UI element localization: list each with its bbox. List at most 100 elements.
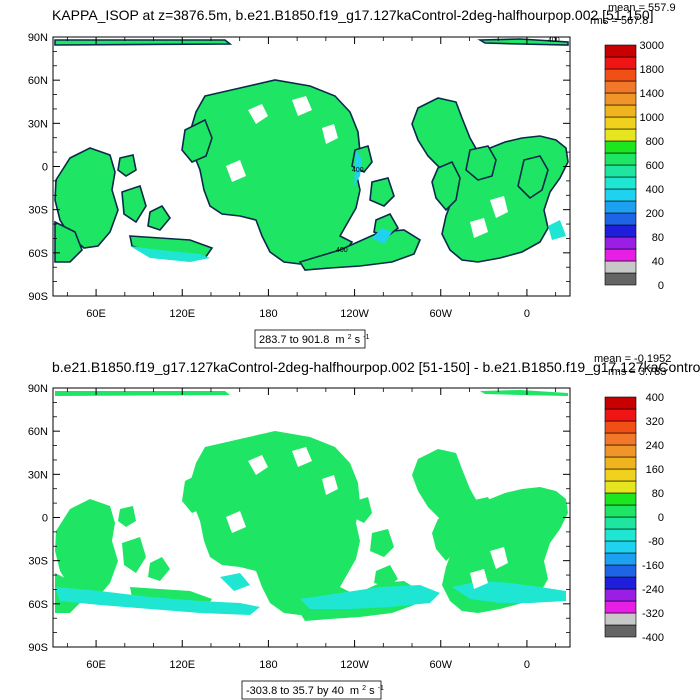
panel-2-rms: rms = 3.783 bbox=[608, 366, 666, 378]
panel-2-streak-a bbox=[55, 587, 260, 615]
panel-1-rms: rms = 567.8 bbox=[590, 15, 648, 27]
panel-2-range-unit: m bbox=[350, 685, 359, 697]
panel-1-fringe-a bbox=[130, 246, 210, 262]
colorbar-label: -240 bbox=[642, 584, 664, 596]
panel-2-mean: mean = -0.1952 bbox=[594, 353, 671, 365]
colorbar-box bbox=[604, 396, 637, 410]
colorbar-label: -80 bbox=[648, 536, 664, 548]
lon-label: 120E bbox=[169, 659, 195, 671]
lon-label: 120W bbox=[340, 659, 369, 671]
colorbar-label: 200 bbox=[646, 208, 664, 220]
lat-label: 60N bbox=[28, 75, 48, 87]
panel-2-lon-labels: 60E 120E 180 120W 60W 0 bbox=[86, 659, 530, 671]
colorbar-label: 1400 bbox=[640, 88, 664, 100]
colorbar-box bbox=[604, 176, 637, 190]
lon-label: 60W bbox=[429, 308, 452, 320]
lon-label: 60E bbox=[86, 308, 106, 320]
colorbar-label: 3000 bbox=[640, 40, 664, 52]
colorbar-box bbox=[604, 164, 637, 178]
colorbar-label: 0 bbox=[658, 512, 664, 524]
lon-label: 180 bbox=[259, 659, 277, 671]
colorbar-box bbox=[604, 408, 637, 422]
colorbar-box bbox=[604, 588, 637, 602]
colorbar-label: 80 bbox=[652, 232, 664, 244]
colorbar-box bbox=[604, 56, 637, 70]
colorbar-label: 40 bbox=[652, 256, 664, 268]
panel-2: b.e21.B1850.f19_g17.127kaControl-2deg-ha… bbox=[28, 353, 700, 700]
panel-1-mean: mean = 557.9 bbox=[608, 2, 676, 14]
colorbar-label: 160 bbox=[646, 464, 664, 476]
panel-1-field: 400 400 400 bbox=[54, 37, 569, 271]
panel-1-lon-labels: 60E 120E 180 120W 60W 0 bbox=[86, 308, 530, 320]
colorbar-label: -160 bbox=[642, 560, 664, 572]
colorbar-label: 240 bbox=[646, 440, 664, 452]
colorbar-box bbox=[604, 480, 637, 494]
lon-label: 60W bbox=[429, 659, 452, 671]
panel-2-streak-c bbox=[452, 581, 566, 603]
colorbar-box bbox=[604, 44, 637, 58]
colorbar-box bbox=[604, 212, 637, 226]
colorbar-box bbox=[604, 188, 637, 202]
panel-2-lat-labels: 90N 60N 30N 0 30S 60S 90S bbox=[28, 383, 48, 654]
lat-label: 90N bbox=[28, 32, 48, 44]
colorbar-box bbox=[604, 552, 637, 566]
lat-label: 0 bbox=[42, 162, 48, 174]
colorbar-box bbox=[604, 444, 637, 458]
panel-2-range-value: -303.8 to 35.7 by 40 bbox=[246, 685, 344, 697]
panel-2-ticks bbox=[53, 387, 570, 648]
panel-1-range-value: 283.7 to 901.8 bbox=[259, 334, 329, 346]
lat-label: 90S bbox=[28, 291, 48, 303]
colorbar-label: 1000 bbox=[640, 112, 664, 124]
colorbar-box bbox=[604, 492, 637, 506]
colorbar-box bbox=[604, 540, 637, 554]
colorbar-box bbox=[604, 68, 637, 82]
colorbar-label: 600 bbox=[646, 160, 664, 172]
lat-label: 30N bbox=[28, 469, 48, 481]
lon-label: 0 bbox=[524, 308, 530, 320]
lat-label: 30S bbox=[28, 556, 48, 568]
panel-2-colorbar: -400 -320 -240 -160 -80 0 80 160 240 320 400 bbox=[604, 392, 664, 644]
panel-2-range-mid: s bbox=[369, 685, 375, 697]
colorbar-label: 400 bbox=[646, 392, 664, 404]
panel-1-contour-label-1: 400 bbox=[352, 167, 364, 174]
colorbar-box bbox=[604, 576, 637, 590]
lon-label: 0 bbox=[524, 659, 530, 671]
colorbar-label: 400 bbox=[646, 184, 664, 196]
panel-2-range-sup1: 2 bbox=[362, 685, 366, 692]
colorbar-box bbox=[604, 624, 637, 638]
colorbar-label: -400 bbox=[642, 632, 664, 644]
lon-label: 180 bbox=[259, 308, 277, 320]
panel-1-range-sup1: 2 bbox=[348, 334, 352, 341]
colorbar-box bbox=[604, 128, 637, 142]
colorbar-box bbox=[604, 260, 637, 274]
panel-2-title: b.e21.B1850.f19_g17.127kaControl-2deg-ha… bbox=[52, 359, 700, 375]
colorbar-box bbox=[604, 104, 637, 118]
colorbar-box bbox=[604, 224, 637, 238]
colorbar-box bbox=[604, 80, 637, 94]
lon-label: 120E bbox=[169, 308, 195, 320]
lat-label: 60S bbox=[28, 599, 48, 611]
lat-label: 60N bbox=[28, 426, 48, 438]
panel-1-fringe-b bbox=[354, 150, 362, 186]
colorbar-box bbox=[604, 528, 637, 542]
colorbar-box bbox=[604, 140, 637, 154]
lat-label: 90S bbox=[28, 642, 48, 654]
colorbar-box bbox=[604, 564, 637, 578]
panel-2-streak-d bbox=[220, 573, 250, 591]
colorbar-box bbox=[604, 272, 637, 286]
panel-1-colorbar: 0 40 80 200 400 600 800 1000 1400 1800 3000 bbox=[604, 40, 664, 292]
colorbar-box bbox=[604, 200, 637, 214]
colorbar-box bbox=[604, 432, 637, 446]
lat-label: 90N bbox=[28, 383, 48, 395]
panel-1-lat-labels: 90N 60N 30N 0 30S 60S 90S bbox=[28, 32, 48, 303]
colorbar-box bbox=[604, 516, 637, 530]
colorbar-box bbox=[604, 504, 637, 518]
panel-1-contour-label-2: 400 bbox=[336, 247, 348, 254]
lat-label: 30N bbox=[28, 118, 48, 130]
panel-1-range-mid: s bbox=[355, 334, 361, 346]
lat-label: 60S bbox=[28, 248, 48, 260]
lat-label: 0 bbox=[42, 513, 48, 525]
colorbar-label: 800 bbox=[646, 136, 664, 148]
colorbar-box bbox=[604, 92, 637, 106]
